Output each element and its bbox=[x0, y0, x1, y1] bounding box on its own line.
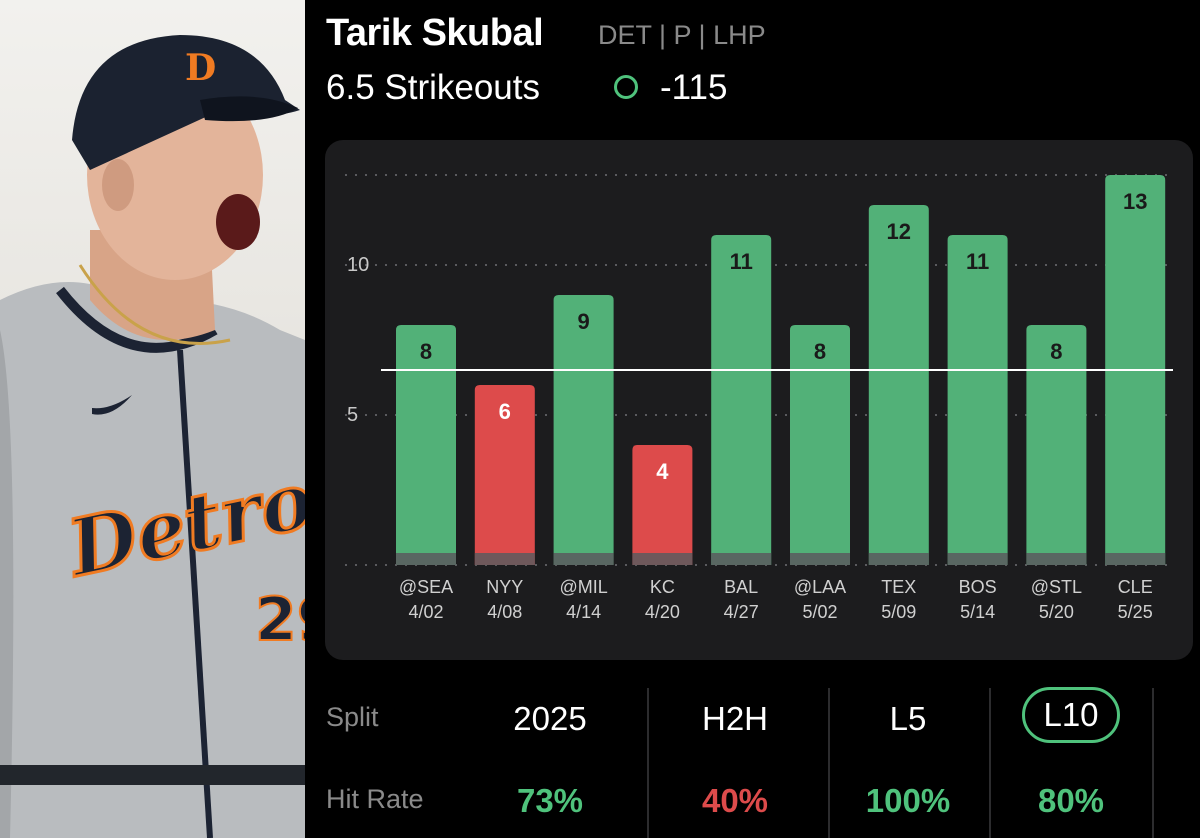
x-tick-opponent: BOS bbox=[959, 577, 997, 597]
y-tick-label: 10 bbox=[347, 254, 369, 276]
bar-base bbox=[1105, 553, 1166, 565]
bar bbox=[947, 235, 1008, 565]
split-tab-h2h[interactable]: H2H bbox=[701, 700, 769, 737]
cap-logo: D bbox=[185, 47, 216, 89]
column-divider bbox=[1152, 688, 1154, 838]
hit-rate-h2h: 40% bbox=[701, 782, 769, 819]
bar-value-label: 11 bbox=[730, 249, 753, 274]
x-tick-opponent: @MIL bbox=[559, 577, 607, 597]
x-tick-date: 4/14 bbox=[566, 602, 601, 622]
bar-value-label: 11 bbox=[966, 249, 989, 274]
bar bbox=[474, 385, 535, 565]
bar-base bbox=[553, 553, 614, 565]
bar bbox=[553, 295, 614, 565]
player-meta: DET | P | LHP bbox=[598, 20, 766, 50]
hit-rate-l10: 80% bbox=[1037, 782, 1105, 819]
x-tick-date: 4/08 bbox=[487, 602, 522, 622]
bar-value-label: 9 bbox=[577, 309, 589, 334]
bar-base bbox=[947, 553, 1008, 565]
x-tick-opponent: KC bbox=[650, 577, 675, 597]
x-tick-date: 4/20 bbox=[645, 602, 680, 622]
bar-base bbox=[868, 553, 929, 565]
bar-base bbox=[396, 553, 456, 565]
hit-rate-l5: 100% bbox=[865, 782, 951, 819]
bar bbox=[790, 325, 850, 565]
bar-base bbox=[711, 553, 772, 565]
bar bbox=[396, 325, 456, 565]
split-row-label: Split bbox=[326, 702, 379, 732]
bar bbox=[868, 205, 929, 565]
split-tab-l10-label: L10 bbox=[1022, 687, 1120, 743]
bar-base bbox=[1026, 553, 1087, 565]
prop-line: 6.5 Strikeouts bbox=[326, 68, 540, 107]
x-tick-opponent: @LAA bbox=[794, 577, 846, 597]
x-tick-date: 5/14 bbox=[960, 602, 995, 622]
bar-value-label: 6 bbox=[499, 399, 511, 424]
column-divider bbox=[989, 688, 991, 838]
bar-base bbox=[474, 553, 535, 565]
split-tab-l10[interactable]: L10 bbox=[996, 687, 1146, 743]
x-tick-opponent: CLE bbox=[1118, 577, 1153, 597]
bar-value-label: 12 bbox=[887, 219, 911, 244]
bar bbox=[632, 445, 693, 565]
bar-base bbox=[632, 553, 693, 565]
bar-value-label: 8 bbox=[814, 339, 826, 364]
x-tick-opponent: @SEA bbox=[399, 577, 453, 597]
bar-value-label: 13 bbox=[1123, 189, 1147, 214]
x-tick-date: 4/27 bbox=[724, 602, 759, 622]
x-tick-opponent: BAL bbox=[724, 577, 758, 597]
over-circle-icon bbox=[614, 75, 638, 99]
jersey-number: 29 bbox=[255, 585, 305, 655]
player-photo: D Detroit 29 bbox=[0, 0, 305, 838]
x-tick-date: 5/09 bbox=[881, 602, 916, 622]
bar-value-label: 8 bbox=[420, 339, 432, 364]
bar-value-label: 4 bbox=[656, 459, 669, 484]
player-name: Tarik Skubal bbox=[326, 12, 544, 54]
column-divider bbox=[828, 688, 830, 838]
x-tick-date: 4/02 bbox=[408, 602, 443, 622]
hit-rate-2025: 73% bbox=[516, 782, 584, 819]
bar-base bbox=[790, 553, 850, 565]
x-tick-date: 5/02 bbox=[802, 602, 837, 622]
x-tick-opponent: @STL bbox=[1031, 577, 1082, 597]
bar bbox=[1026, 325, 1087, 565]
hit-rate-row-label: Hit Rate bbox=[326, 784, 424, 814]
split-tab-l5[interactable]: L5 bbox=[889, 700, 927, 737]
column-divider bbox=[647, 688, 649, 838]
prop-odds: -115 bbox=[660, 68, 728, 107]
x-tick-opponent: TEX bbox=[881, 577, 916, 597]
y-tick-label: 5 bbox=[347, 404, 358, 426]
x-tick-date: 5/25 bbox=[1118, 602, 1153, 622]
strikeouts-bar-chart: 5 10 8 @SEA 4/02 6 NYY 4/08 9 @MIL 4/14 4 KC 4/20 11 BA… bbox=[345, 174, 1173, 622]
x-tick-opponent: NYY bbox=[486, 577, 523, 597]
x-tick-date: 5/20 bbox=[1039, 602, 1074, 622]
split-tab-2025[interactable]: 2025 bbox=[513, 700, 587, 737]
bar-value-label: 8 bbox=[1050, 339, 1062, 364]
bar bbox=[711, 235, 772, 565]
